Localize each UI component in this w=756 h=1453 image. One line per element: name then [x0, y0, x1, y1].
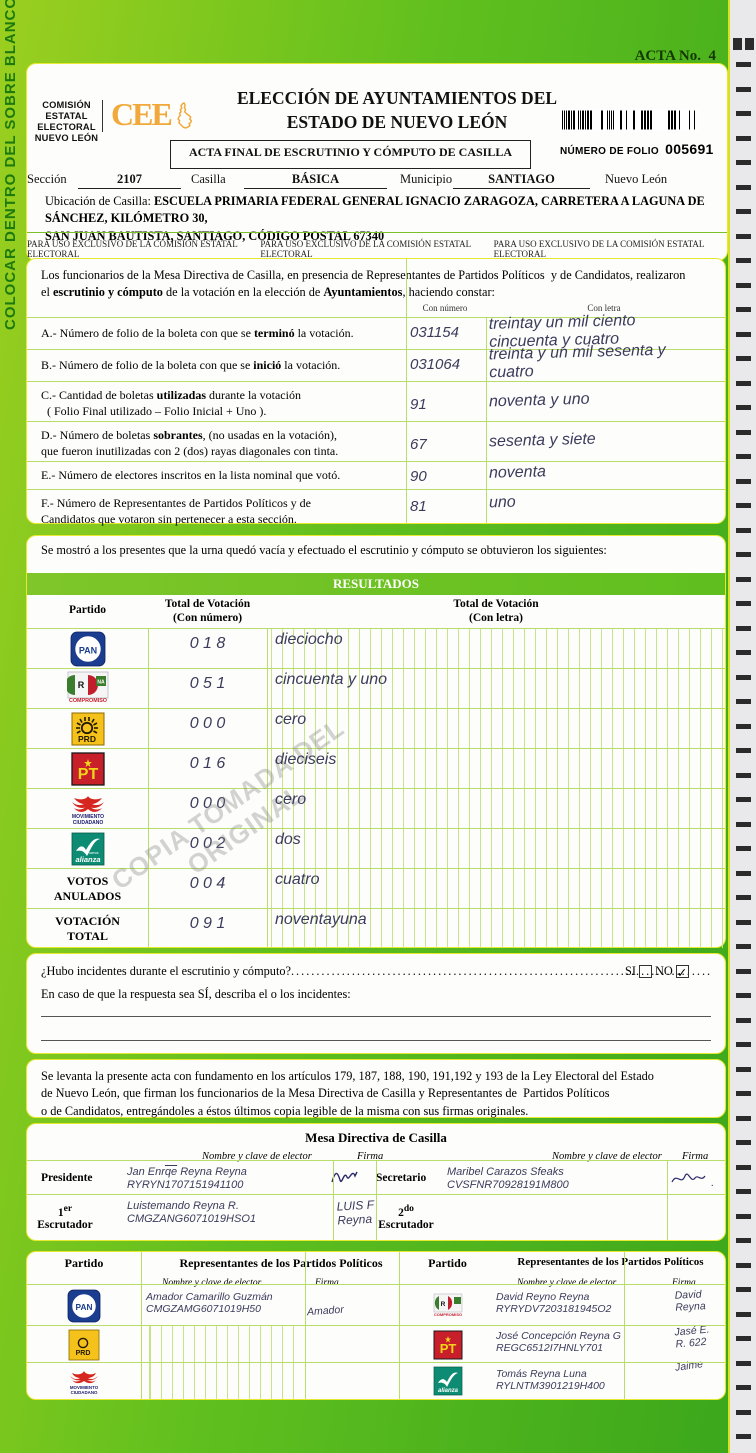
svg-text:alianza: alianza — [75, 855, 100, 864]
svg-text:R: R — [440, 1301, 445, 1308]
svg-text:NA: NA — [97, 679, 105, 685]
svg-text:alianza: alianza — [437, 1388, 458, 1394]
svg-text:CIUDADANO: CIUDADANO — [72, 820, 103, 826]
svg-text:COMPROMISO: COMPROMISO — [433, 1312, 461, 1317]
svg-text:COMPROMISO: COMPROMISO — [68, 698, 106, 704]
svg-text:PAN: PAN — [78, 645, 96, 655]
svg-text:.: . — [711, 1178, 714, 1189]
svg-text:PAN: PAN — [76, 1302, 93, 1312]
svg-text:PT: PT — [439, 1341, 456, 1356]
svg-text:PRD: PRD — [78, 734, 96, 744]
svg-text:PT: PT — [77, 766, 98, 783]
svg-text:PRD: PRD — [76, 1350, 91, 1357]
svg-text:R: R — [77, 680, 84, 690]
svg-text:CIUDADANO: CIUDADANO — [71, 1390, 98, 1395]
